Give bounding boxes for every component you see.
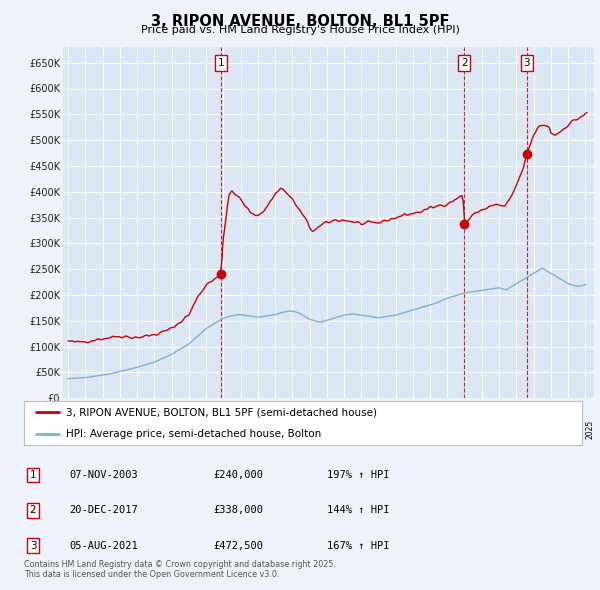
Text: 1996: 1996	[85, 419, 94, 439]
Text: 1: 1	[29, 470, 37, 480]
Text: 2022: 2022	[533, 419, 542, 438]
Text: 3: 3	[523, 58, 530, 68]
Text: 2009: 2009	[310, 419, 319, 439]
Text: 2021: 2021	[517, 419, 526, 438]
Text: 3, RIPON AVENUE, BOLTON, BL1 5PF: 3, RIPON AVENUE, BOLTON, BL1 5PF	[151, 14, 449, 28]
Text: 2018: 2018	[464, 419, 473, 438]
Text: £472,500: £472,500	[213, 541, 263, 550]
Text: 2003: 2003	[206, 419, 215, 439]
Text: 2001: 2001	[172, 419, 181, 438]
Text: 2007: 2007	[275, 419, 284, 439]
Text: 2012: 2012	[361, 419, 370, 438]
Text: 2011: 2011	[344, 419, 353, 438]
Text: 1: 1	[218, 58, 224, 68]
Text: 2008: 2008	[292, 419, 301, 438]
Text: 1999: 1999	[137, 419, 146, 439]
Text: £240,000: £240,000	[213, 470, 263, 480]
Text: 2004: 2004	[223, 419, 232, 439]
Text: HPI: Average price, semi-detached house, Bolton: HPI: Average price, semi-detached house,…	[66, 430, 321, 440]
Text: 197% ↑ HPI: 197% ↑ HPI	[327, 470, 389, 480]
Text: 2002: 2002	[189, 419, 198, 438]
Text: 2: 2	[29, 506, 37, 515]
Text: 2010: 2010	[327, 419, 336, 438]
Text: 2013: 2013	[379, 419, 388, 438]
Text: 2005: 2005	[241, 419, 250, 439]
Text: Price paid vs. HM Land Registry's House Price Index (HPI): Price paid vs. HM Land Registry's House …	[140, 25, 460, 35]
Text: 07-NOV-2003: 07-NOV-2003	[69, 470, 138, 480]
Text: 167% ↑ HPI: 167% ↑ HPI	[327, 541, 389, 550]
Text: 2000: 2000	[154, 419, 163, 439]
Text: 2015: 2015	[413, 419, 422, 438]
Text: 2016: 2016	[430, 419, 439, 438]
Text: 2023: 2023	[551, 419, 560, 438]
Text: 2017: 2017	[448, 419, 457, 438]
Text: 2019: 2019	[482, 419, 491, 438]
Text: £338,000: £338,000	[213, 506, 263, 515]
Text: 20-DEC-2017: 20-DEC-2017	[69, 506, 138, 515]
Text: 2006: 2006	[258, 419, 267, 439]
Text: 2020: 2020	[499, 419, 508, 438]
Text: 144% ↑ HPI: 144% ↑ HPI	[327, 506, 389, 515]
Text: 1997: 1997	[103, 419, 112, 439]
Text: Contains HM Land Registry data © Crown copyright and database right 2025.
This d: Contains HM Land Registry data © Crown c…	[24, 560, 336, 579]
Text: 1995: 1995	[68, 419, 77, 439]
Text: 3: 3	[29, 541, 37, 550]
Text: 3, RIPON AVENUE, BOLTON, BL1 5PF (semi-detached house): 3, RIPON AVENUE, BOLTON, BL1 5PF (semi-d…	[66, 407, 377, 417]
Text: 2025: 2025	[586, 419, 595, 438]
Text: 05-AUG-2021: 05-AUG-2021	[69, 541, 138, 550]
Text: 1998: 1998	[120, 419, 129, 438]
Text: 2: 2	[461, 58, 467, 68]
Text: 2024: 2024	[568, 419, 577, 438]
Text: 2014: 2014	[396, 419, 405, 438]
